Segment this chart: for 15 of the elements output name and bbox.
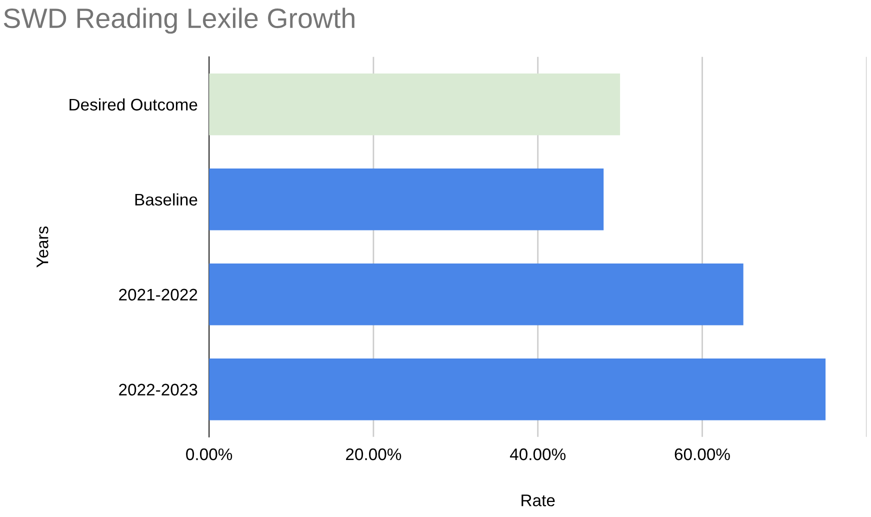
- x-axis-title: Rate: [522, 494, 555, 506]
- bar: [209, 168, 604, 230]
- y-tick-label: Desired Outcome: [70, 98, 198, 111]
- chart-title: SWD Reading Lexile Growth: [4, 8, 354, 34]
- y-axis-title: Years: [36, 226, 48, 268]
- bar: [209, 73, 620, 136]
- x-tick-label: 60.00%: [674, 448, 730, 460]
- x-tick-label: 20.00%: [346, 448, 402, 460]
- y-tick-label: 2022-2023: [119, 384, 198, 396]
- y-tick-label: 2021-2022: [119, 288, 198, 301]
- x-tick-label: 40.00%: [510, 448, 566, 460]
- x-tick-label: 0.00%: [186, 448, 232, 460]
- bar: [209, 358, 826, 420]
- y-tick-label: Baseline: [135, 193, 198, 206]
- bar: [209, 263, 744, 326]
